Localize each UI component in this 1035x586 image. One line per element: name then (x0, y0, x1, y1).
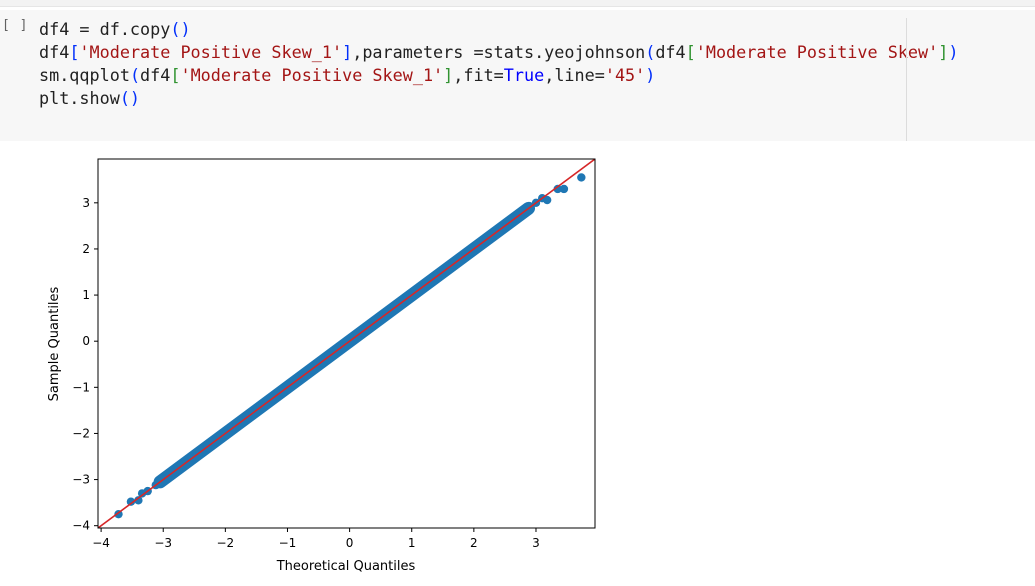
cell-divider (906, 18, 907, 141)
code-token: ,line= (544, 65, 605, 85)
x-tick-label: 0 (346, 536, 354, 550)
code-token: df4 (39, 42, 70, 62)
code-token: [ (69, 42, 80, 62)
code-editor[interactable]: df4 = df.copy() df4['Moderate Positive S… (39, 18, 958, 110)
y-tick-label: −4 (72, 519, 90, 533)
code-token: ,fit= (453, 65, 504, 85)
x-axis-label: Theoretical Quantiles (276, 559, 416, 574)
code-token: ,parameters =stats.yeojohnson (352, 42, 646, 62)
code-token: df4 (655, 42, 686, 62)
qq-point (542, 195, 552, 205)
code-token: ] (938, 42, 949, 62)
code-token: sm.qqplot (39, 65, 130, 85)
code-cell[interactable]: [ ] df4 = df.copy() df4['Moderate Positi… (0, 10, 1035, 141)
y-tick-label: −1 (72, 380, 90, 394)
code-token: '45' (604, 65, 646, 85)
code-token: 'Moderate Positive Skew_1' (79, 42, 343, 62)
code-token: ] (342, 42, 353, 62)
plot-frame (97, 158, 596, 529)
x-tick-label: 3 (532, 536, 540, 550)
code-token: ) (645, 65, 656, 85)
code-token: ( (645, 42, 656, 62)
code-token: () (170, 19, 191, 39)
code-line: sm.qqplot(df4['Moderate Positive Skew_1'… (39, 65, 655, 85)
code-token: ] (443, 65, 454, 85)
y-tick-label: 3 (82, 196, 90, 210)
code-token: 'Moderate Positive Skew' (695, 42, 939, 62)
code-token: df4 (140, 65, 171, 85)
code-token: ) (948, 42, 959, 62)
qq-point (126, 497, 136, 506)
qq-point (553, 184, 562, 194)
qq-point (559, 184, 569, 194)
qq-plot: −4 −3 −2 −1 0 1 2 3 −4 −3 −2 −1 0 1 2 3 Theoretical Qua… (47, 158, 596, 574)
code-token: plt.show (39, 88, 120, 108)
y-tick-label: 2 (82, 242, 90, 256)
qq-point (134, 496, 143, 505)
x-tick-label: 2 (470, 536, 478, 550)
x-tick-label: −1 (279, 536, 297, 550)
reference-line-45 (98, 159, 595, 528)
y-tick-label: 0 (82, 334, 90, 348)
code-line: df4['Moderate Positive Skew_1'],paramete… (39, 42, 958, 62)
code-token: 'Moderate Positive Skew_1' (180, 65, 444, 85)
qq-point (577, 173, 586, 182)
qq-point (182, 459, 192, 469)
top-strip (0, 0, 1035, 7)
code-token: df4 = df.copy (39, 19, 171, 39)
code-token: () (119, 88, 141, 108)
y-axis-label: Sample Quantiles (47, 286, 62, 401)
y-tick-label: −2 (72, 426, 90, 440)
code-token: True (503, 65, 545, 85)
y-tick-label: −3 (72, 473, 90, 487)
code-line: plt.show() (39, 88, 140, 108)
cell-output: −4 −3 −2 −1 0 1 2 3 −4 −3 −2 −1 0 1 2 3 Theoretical Qua… (0, 141, 1035, 582)
code-token: ( (129, 65, 141, 85)
code-line: df4 = df.copy() (39, 19, 191, 39)
x-tick-label: 1 (408, 536, 416, 550)
qq-point (518, 206, 527, 216)
x-tick-label: −2 (217, 536, 235, 550)
x-tick-label: −4 (92, 536, 110, 550)
code-token: [ (685, 42, 696, 62)
x-tick-label: −3 (154, 536, 172, 550)
run-cell-button[interactable]: [ ] (2, 18, 29, 33)
y-tick-label: 1 (82, 288, 90, 302)
code-token: [ (170, 65, 181, 85)
